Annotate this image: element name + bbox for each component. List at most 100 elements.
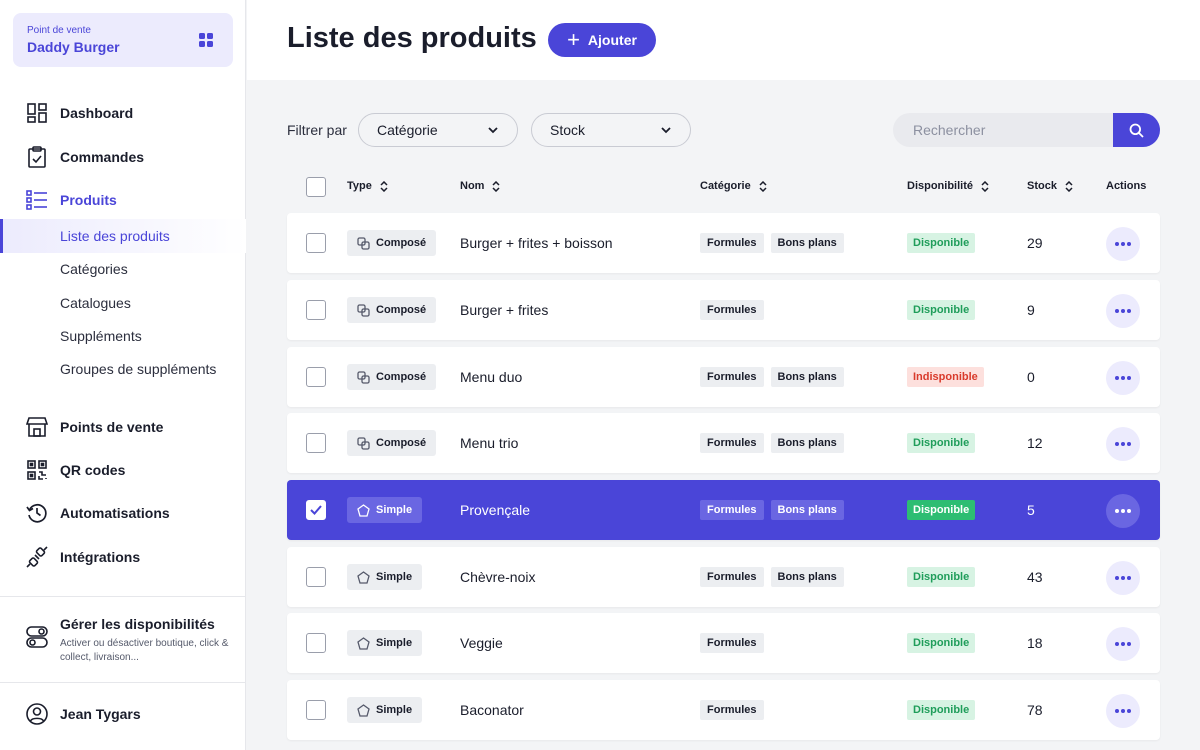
table-row[interactable]: Composé Menu trio Formules Bons plans Dis…	[287, 413, 1160, 473]
category-tag: Bons plans	[770, 233, 844, 253]
clipboard-check-icon	[26, 146, 48, 168]
type-label: Simple	[376, 704, 413, 716]
product-name[interactable]: Burger + frites + boisson	[460, 235, 613, 251]
qr-code-icon	[26, 459, 48, 481]
category-tags: Formules	[700, 300, 771, 320]
pentagon-icon	[357, 570, 370, 584]
nav-qr-codes[interactable]: QR codes	[26, 458, 125, 482]
sidebar: Point de vente Daddy Burger Dashboard Co…	[0, 0, 246, 750]
more-actions-button[interactable]	[1106, 561, 1140, 595]
type-label: Composé	[376, 304, 427, 316]
history-icon	[26, 502, 48, 524]
chevron-down-icon	[661, 127, 671, 134]
sidebar-divider	[0, 596, 246, 597]
store-label: Point de vente	[27, 25, 91, 36]
select-all-checkbox[interactable]	[306, 177, 326, 197]
product-name[interactable]: Chèvre-noix	[460, 569, 536, 585]
search-input[interactable]	[893, 113, 1115, 147]
product-name[interactable]: Menu duo	[460, 369, 523, 385]
category-select[interactable]: Catégorie	[358, 113, 518, 147]
more-actions-button[interactable]	[1106, 427, 1140, 461]
more-actions-button[interactable]	[1106, 227, 1140, 261]
type-label: Simple	[376, 504, 413, 516]
column-header-categorie[interactable]: Catégorie	[700, 180, 767, 192]
more-dots-icon	[1114, 642, 1132, 646]
nav-integrations[interactable]: Intégrations	[26, 545, 140, 569]
product-name[interactable]: Provençale	[460, 502, 531, 518]
type-tag: Composé	[347, 230, 437, 256]
table-row[interactable]: Simple Chèvre-noix Formules Bons plans Di…	[287, 547, 1160, 607]
column-header-stock[interactable]: Stock	[1027, 180, 1073, 192]
table-row[interactable]: Simple Provençale Formules Bons plans Dis…	[287, 480, 1160, 540]
sub-item-groupes-de-supplements[interactable]: Groupes de suppléments	[60, 361, 217, 377]
store-selector[interactable]: Point de vente Daddy Burger	[13, 13, 233, 67]
table-row[interactable]: Composé Burger + frites + boisson Formul…	[287, 213, 1160, 273]
category-tag: Formules	[700, 433, 764, 453]
more-actions-button[interactable]	[1106, 294, 1140, 328]
user-profile[interactable]: Jean Tygars	[26, 702, 141, 726]
layers-icon	[357, 236, 370, 250]
row-checkbox[interactable]	[306, 567, 326, 587]
more-actions-button[interactable]	[1106, 627, 1140, 661]
grid-icon[interactable]	[199, 33, 213, 47]
table-row[interactable]: Composé Menu duo Formules Bons plans Indi…	[287, 347, 1160, 407]
table-row[interactable]: Simple Veggie Formules Disponible 18	[287, 613, 1160, 673]
layers-icon	[357, 436, 370, 450]
stock-value: 78	[1027, 702, 1043, 718]
more-dots-icon	[1114, 242, 1132, 246]
nav-points-de-vente-label: Points de vente	[60, 419, 164, 435]
nav-commandes[interactable]: Commandes	[26, 145, 144, 169]
category-tags: Formules Bons plans	[700, 433, 851, 453]
plus-icon: +	[567, 27, 580, 52]
table-row[interactable]: Simple Baconator Formules Disponible 78	[287, 680, 1160, 740]
product-name[interactable]: Menu trio	[460, 435, 519, 451]
stock-select[interactable]: Stock	[531, 113, 691, 147]
product-name[interactable]: Baconator	[460, 702, 524, 718]
sub-item-liste-des-produits[interactable]: Liste des produits	[60, 228, 170, 244]
pentagon-icon	[357, 703, 370, 717]
category-select-value: Catégorie	[377, 122, 438, 138]
pentagon-icon	[357, 636, 370, 650]
type-tag: Simple	[347, 630, 423, 656]
availability-link[interactable]: Gérer les disponibilités Activer ou désa…	[26, 616, 230, 665]
sub-item-catalogues[interactable]: Catalogues	[60, 295, 131, 311]
nav-automatisations-label: Automatisations	[60, 505, 170, 521]
search-button[interactable]	[1113, 113, 1160, 147]
type-tag: Composé	[347, 430, 437, 456]
more-actions-button[interactable]	[1106, 494, 1140, 528]
type-tag: Simple	[347, 564, 423, 590]
stock-value: 43	[1027, 569, 1043, 585]
sub-item-categories[interactable]: Catégories	[60, 261, 128, 277]
table-row[interactable]: Composé Burger + frites Formules Disponi…	[287, 280, 1160, 340]
column-header-nom[interactable]: Nom	[460, 180, 500, 192]
plug-icon	[26, 546, 48, 568]
product-name[interactable]: Veggie	[460, 635, 503, 651]
row-checkbox[interactable]	[306, 700, 326, 720]
more-actions-button[interactable]	[1106, 694, 1140, 728]
row-checkbox[interactable]	[306, 300, 326, 320]
row-checkbox[interactable]	[306, 633, 326, 653]
type-label: Composé	[376, 237, 427, 249]
sidebar-divider	[0, 682, 246, 683]
column-header-type[interactable]: Type	[347, 180, 388, 192]
nav-qr-codes-label: QR codes	[60, 462, 126, 478]
status-badge: Disponible	[907, 700, 976, 720]
column-header-disponibilite[interactable]: Disponibilité	[907, 180, 989, 192]
row-checkbox[interactable]	[306, 433, 326, 453]
nav-points-de-vente[interactable]: Points de vente	[26, 415, 163, 439]
add-product-button[interactable]: + Ajouter	[548, 23, 656, 57]
more-actions-button[interactable]	[1106, 361, 1140, 395]
product-name[interactable]: Burger + frites	[460, 302, 549, 318]
status-badge: Disponible	[907, 300, 976, 320]
type-tag: Composé	[347, 297, 437, 323]
category-tag: Formules	[700, 633, 764, 653]
row-checkbox[interactable]	[306, 500, 326, 520]
row-checkbox[interactable]	[306, 367, 326, 387]
nav-dashboard[interactable]: Dashboard	[26, 101, 133, 125]
sub-item-supplements[interactable]: Suppléments	[60, 328, 142, 344]
row-checkbox[interactable]	[306, 233, 326, 253]
nav-produits[interactable]: Produits	[26, 188, 117, 212]
nav-automatisations[interactable]: Automatisations	[26, 501, 170, 525]
status-badge: Disponible	[907, 433, 976, 453]
column-header-actions: Actions	[1106, 180, 1147, 192]
